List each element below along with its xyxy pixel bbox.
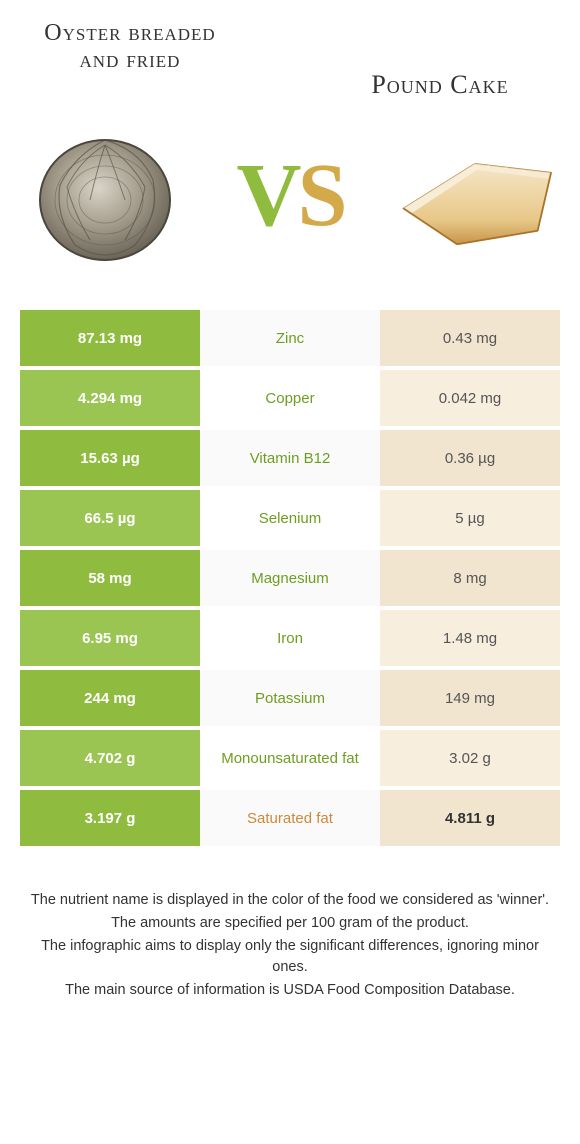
footer-notes: The nutrient name is displayed in the co…	[0, 850, 580, 1001]
nutrient-right-value: 149 mg	[380, 670, 560, 726]
nutrient-left-value: 15.63 µg	[20, 430, 200, 486]
nutrient-row: 6.95 mgIron1.48 mg	[20, 610, 560, 666]
header: Oyster breaded and fried Pound Cake	[0, 0, 580, 100]
food-title-right: Pound Cake	[330, 70, 550, 100]
nutrient-left-value: 58 mg	[20, 550, 200, 606]
footer-line: The main source of information is USDA F…	[30, 980, 550, 1001]
nutrient-right-value: 3.02 g	[380, 730, 560, 786]
nutrient-row: 244 mgPotassium149 mg	[20, 670, 560, 726]
nutrient-left-value: 6.95 mg	[20, 610, 200, 666]
nutrient-name: Zinc	[200, 310, 380, 366]
nutrient-name: Copper	[200, 370, 380, 426]
nutrient-left-value: 244 mg	[20, 670, 200, 726]
nutrient-name: Selenium	[200, 490, 380, 546]
nutrient-right-value: 8 mg	[380, 550, 560, 606]
nutrient-row: 4.294 mgCopper0.042 mg	[20, 370, 560, 426]
nutrient-right-value: 4.811 g	[380, 790, 560, 846]
nutrient-table: 87.13 mgZinc0.43 mg4.294 mgCopper0.042 m…	[20, 310, 560, 846]
nutrient-name: Saturated fat	[200, 790, 380, 846]
nutrient-name: Vitamin B12	[200, 430, 380, 486]
nutrient-right-value: 0.43 mg	[380, 310, 560, 366]
nutrient-right-value: 5 µg	[380, 490, 560, 546]
nutrient-row: 58 mgMagnesium8 mg	[20, 550, 560, 606]
nutrient-name: Iron	[200, 610, 380, 666]
images-row: VS	[0, 100, 580, 310]
nutrient-row: 66.5 µgSelenium5 µg	[20, 490, 560, 546]
oyster-image	[20, 110, 190, 280]
nutrient-right-value: 1.48 mg	[380, 610, 560, 666]
nutrient-row: 4.702 gMonounsaturated fat3.02 g	[20, 730, 560, 786]
nutrient-row: 3.197 gSaturated fat4.811 g	[20, 790, 560, 846]
footer-line: The infographic aims to display only the…	[30, 936, 550, 978]
footer-line: The amounts are specified per 100 gram o…	[30, 913, 550, 934]
nutrient-left-value: 3.197 g	[20, 790, 200, 846]
nutrient-name: Magnesium	[200, 550, 380, 606]
footer-line: The nutrient name is displayed in the co…	[30, 890, 550, 911]
vs-label: VS	[236, 144, 343, 247]
nutrient-row: 87.13 mgZinc0.43 mg	[20, 310, 560, 366]
nutrient-right-value: 0.042 mg	[380, 370, 560, 426]
nutrient-left-value: 66.5 µg	[20, 490, 200, 546]
nutrient-name: Potassium	[200, 670, 380, 726]
nutrient-right-value: 0.36 µg	[380, 430, 560, 486]
nutrient-row: 15.63 µgVitamin B120.36 µg	[20, 430, 560, 486]
cake-image	[390, 110, 560, 280]
nutrient-left-value: 87.13 mg	[20, 310, 200, 366]
nutrient-left-value: 4.702 g	[20, 730, 200, 786]
nutrient-left-value: 4.294 mg	[20, 370, 200, 426]
nutrient-name: Monounsaturated fat	[200, 730, 380, 786]
food-title-left: Oyster breaded and fried	[30, 20, 230, 74]
